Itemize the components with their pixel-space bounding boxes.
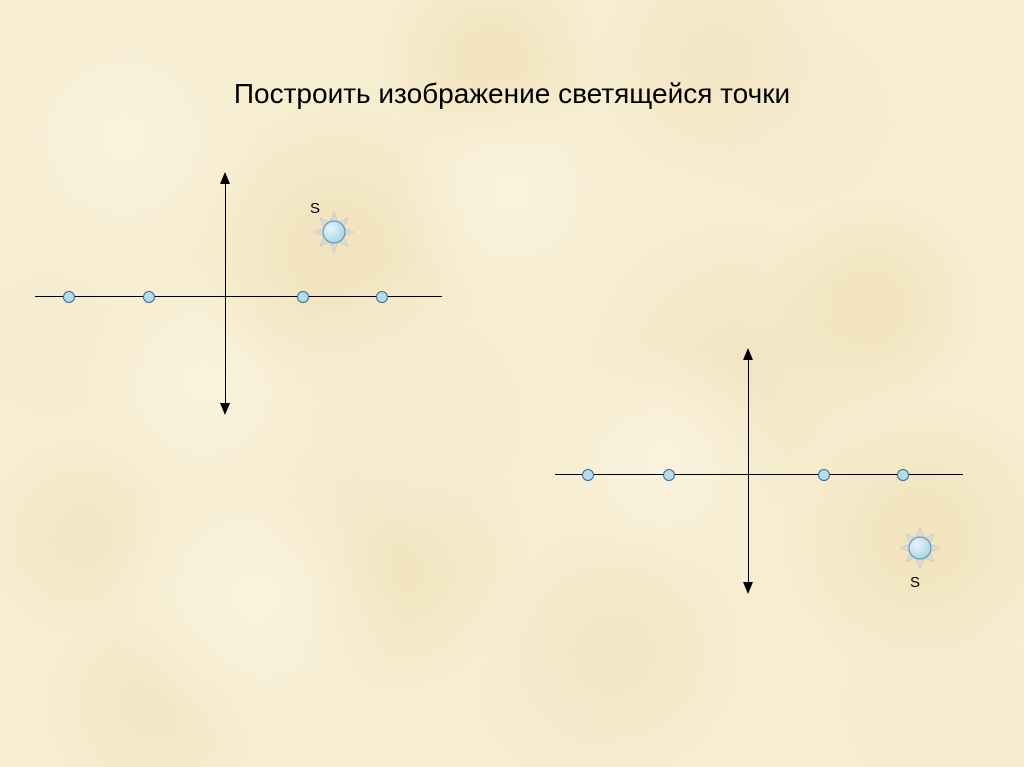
lens-arrow-down-2 (743, 582, 753, 594)
page-title: Построить изображение светящейся точки (0, 78, 1024, 110)
axis-point-1-1 (143, 291, 155, 303)
lens-arrow-down-1 (220, 403, 230, 415)
axis-point-1-0 (63, 291, 75, 303)
axis-point-2-2 (818, 469, 830, 481)
axis-point-2-3 (897, 469, 909, 481)
axis-point-2-0 (582, 469, 594, 481)
axis-point-1-2 (297, 291, 309, 303)
lens-axis-1 (225, 182, 226, 405)
point-label-2: S (910, 574, 920, 591)
axis-point-1-3 (376, 291, 388, 303)
axis-point-2-1 (663, 469, 675, 481)
lens-arrow-up-1 (220, 172, 230, 184)
lens-arrow-up-2 (743, 348, 753, 360)
lens-axis-2 (748, 358, 749, 584)
luminous-point-icon (897, 525, 943, 571)
point-label-1: S (310, 200, 320, 217)
